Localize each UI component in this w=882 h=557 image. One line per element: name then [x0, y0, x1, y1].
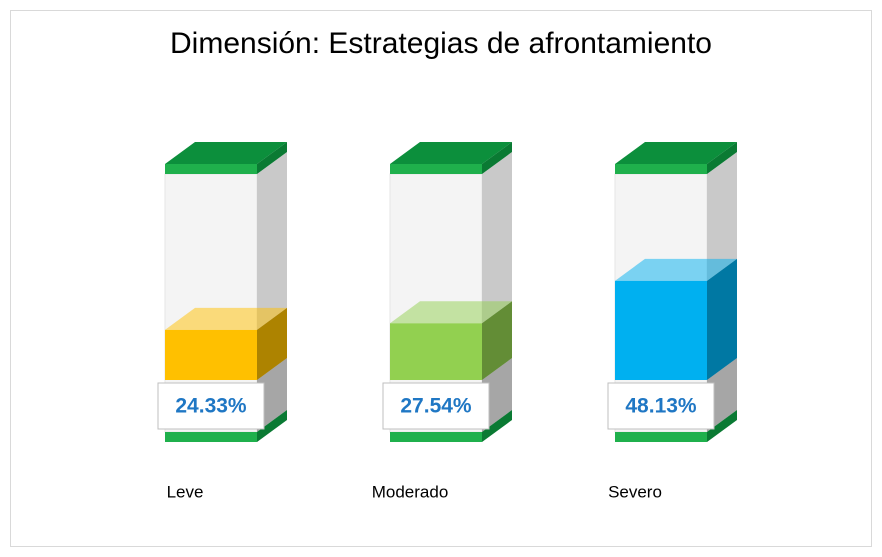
base-front [165, 432, 257, 442]
value-label-box [157, 382, 265, 430]
cap-top [165, 142, 287, 164]
cap-front [390, 164, 482, 174]
bar [615, 280, 707, 380]
bar-side [482, 301, 512, 380]
category-label: Moderado [372, 482, 449, 501]
cap-front [165, 164, 257, 174]
category-label: Severo [608, 482, 662, 501]
base-side [707, 410, 737, 442]
cap-side [707, 142, 737, 174]
cap-top [615, 142, 737, 164]
value-label: 48.13% [625, 395, 697, 418]
value-label: 24.33% [175, 395, 247, 418]
category-label: Leve [167, 482, 204, 501]
value-label-box [607, 382, 715, 430]
bar-top [390, 301, 512, 324]
bar-top [165, 307, 287, 330]
base-front [615, 432, 707, 442]
bar-side [707, 258, 737, 380]
base-side [482, 410, 512, 442]
chart-title: Dimensión: Estrategias de afrontamiento [170, 27, 712, 60]
base-front [390, 432, 482, 442]
bar [165, 329, 257, 380]
value-label-box [382, 382, 490, 430]
cap-side [482, 142, 512, 174]
cap-side [257, 142, 287, 174]
cap-top [390, 142, 512, 164]
bar [390, 323, 482, 380]
value-label: 27.54% [400, 395, 472, 418]
bar-side [257, 307, 287, 380]
bar-top [615, 258, 737, 281]
base-side [257, 410, 287, 442]
cap-front [615, 164, 707, 174]
